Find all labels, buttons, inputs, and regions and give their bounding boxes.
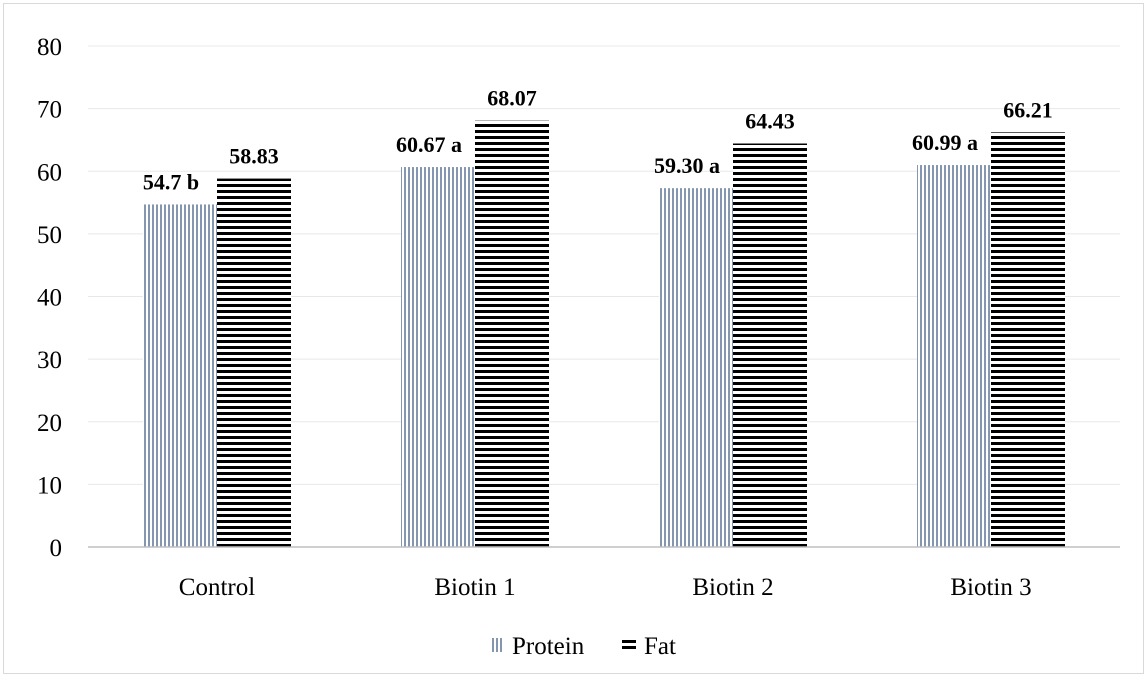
y-tick-label: 30 <box>37 347 62 374</box>
bar-fat-1 <box>475 120 549 548</box>
bar-protein-0 <box>143 204 217 547</box>
legend: Protein Fat <box>490 633 676 660</box>
x-category-label: Control <box>179 574 255 601</box>
y-tick-label: 20 <box>37 410 62 437</box>
bar-protein-2 <box>659 188 733 547</box>
bar-fat-0 <box>217 178 291 547</box>
x-category-label: Biotin 1 <box>434 574 515 601</box>
data-label-protein-2: 59.30 a <box>654 153 720 178</box>
y-tick-label: 40 <box>37 285 62 312</box>
y-tick-label: 0 <box>50 535 63 562</box>
data-labels: 54.7 b 58.83 60.67 a 68.07 59.30 a 64.43 60.99… <box>143 86 1053 195</box>
bar-protein-3 <box>917 165 991 548</box>
data-label-protein-1: 60.67 a <box>396 132 462 157</box>
legend-swatch-fat <box>622 638 636 652</box>
bar-chart: 0 10 20 30 40 50 60 70 80 54.7 b 58.83 60.67 a 68.0… <box>37 34 1120 660</box>
y-tick-label: 10 <box>37 472 62 499</box>
data-label-fat-3: 66.21 <box>1003 97 1053 122</box>
data-label-protein-0: 54.7 b <box>143 169 199 194</box>
legend-swatch-protein <box>490 638 504 652</box>
legend-label-fat: Fat <box>644 633 676 660</box>
x-category-label: Biotin 2 <box>692 574 773 601</box>
x-axis-categories: Control Biotin 1 Biotin 2 Biotin 3 <box>179 574 1032 601</box>
legend-label-protein: Protein <box>512 633 585 660</box>
y-tick-label: 70 <box>37 97 62 124</box>
y-tick-label: 60 <box>37 159 62 186</box>
data-label-fat-0: 58.83 <box>229 144 279 169</box>
chart-frame: 0 10 20 30 40 50 60 70 80 54.7 b 58.83 60.67 a 68.0… <box>3 3 1144 674</box>
y-axis-ticks: 0 10 20 30 40 50 60 70 80 <box>37 34 62 562</box>
bar-fat-2 <box>733 143 807 547</box>
data-label-fat-1: 68.07 <box>487 86 537 111</box>
bar-protein-1 <box>401 167 475 547</box>
data-label-fat-2: 64.43 <box>745 109 795 134</box>
data-label-protein-3: 60.99 a <box>912 130 978 155</box>
bar-fat-3 <box>991 132 1065 548</box>
x-category-label: Biotin 3 <box>950 574 1031 601</box>
bars <box>143 120 1065 548</box>
y-tick-label: 80 <box>37 34 62 61</box>
y-tick-label: 50 <box>37 222 62 249</box>
